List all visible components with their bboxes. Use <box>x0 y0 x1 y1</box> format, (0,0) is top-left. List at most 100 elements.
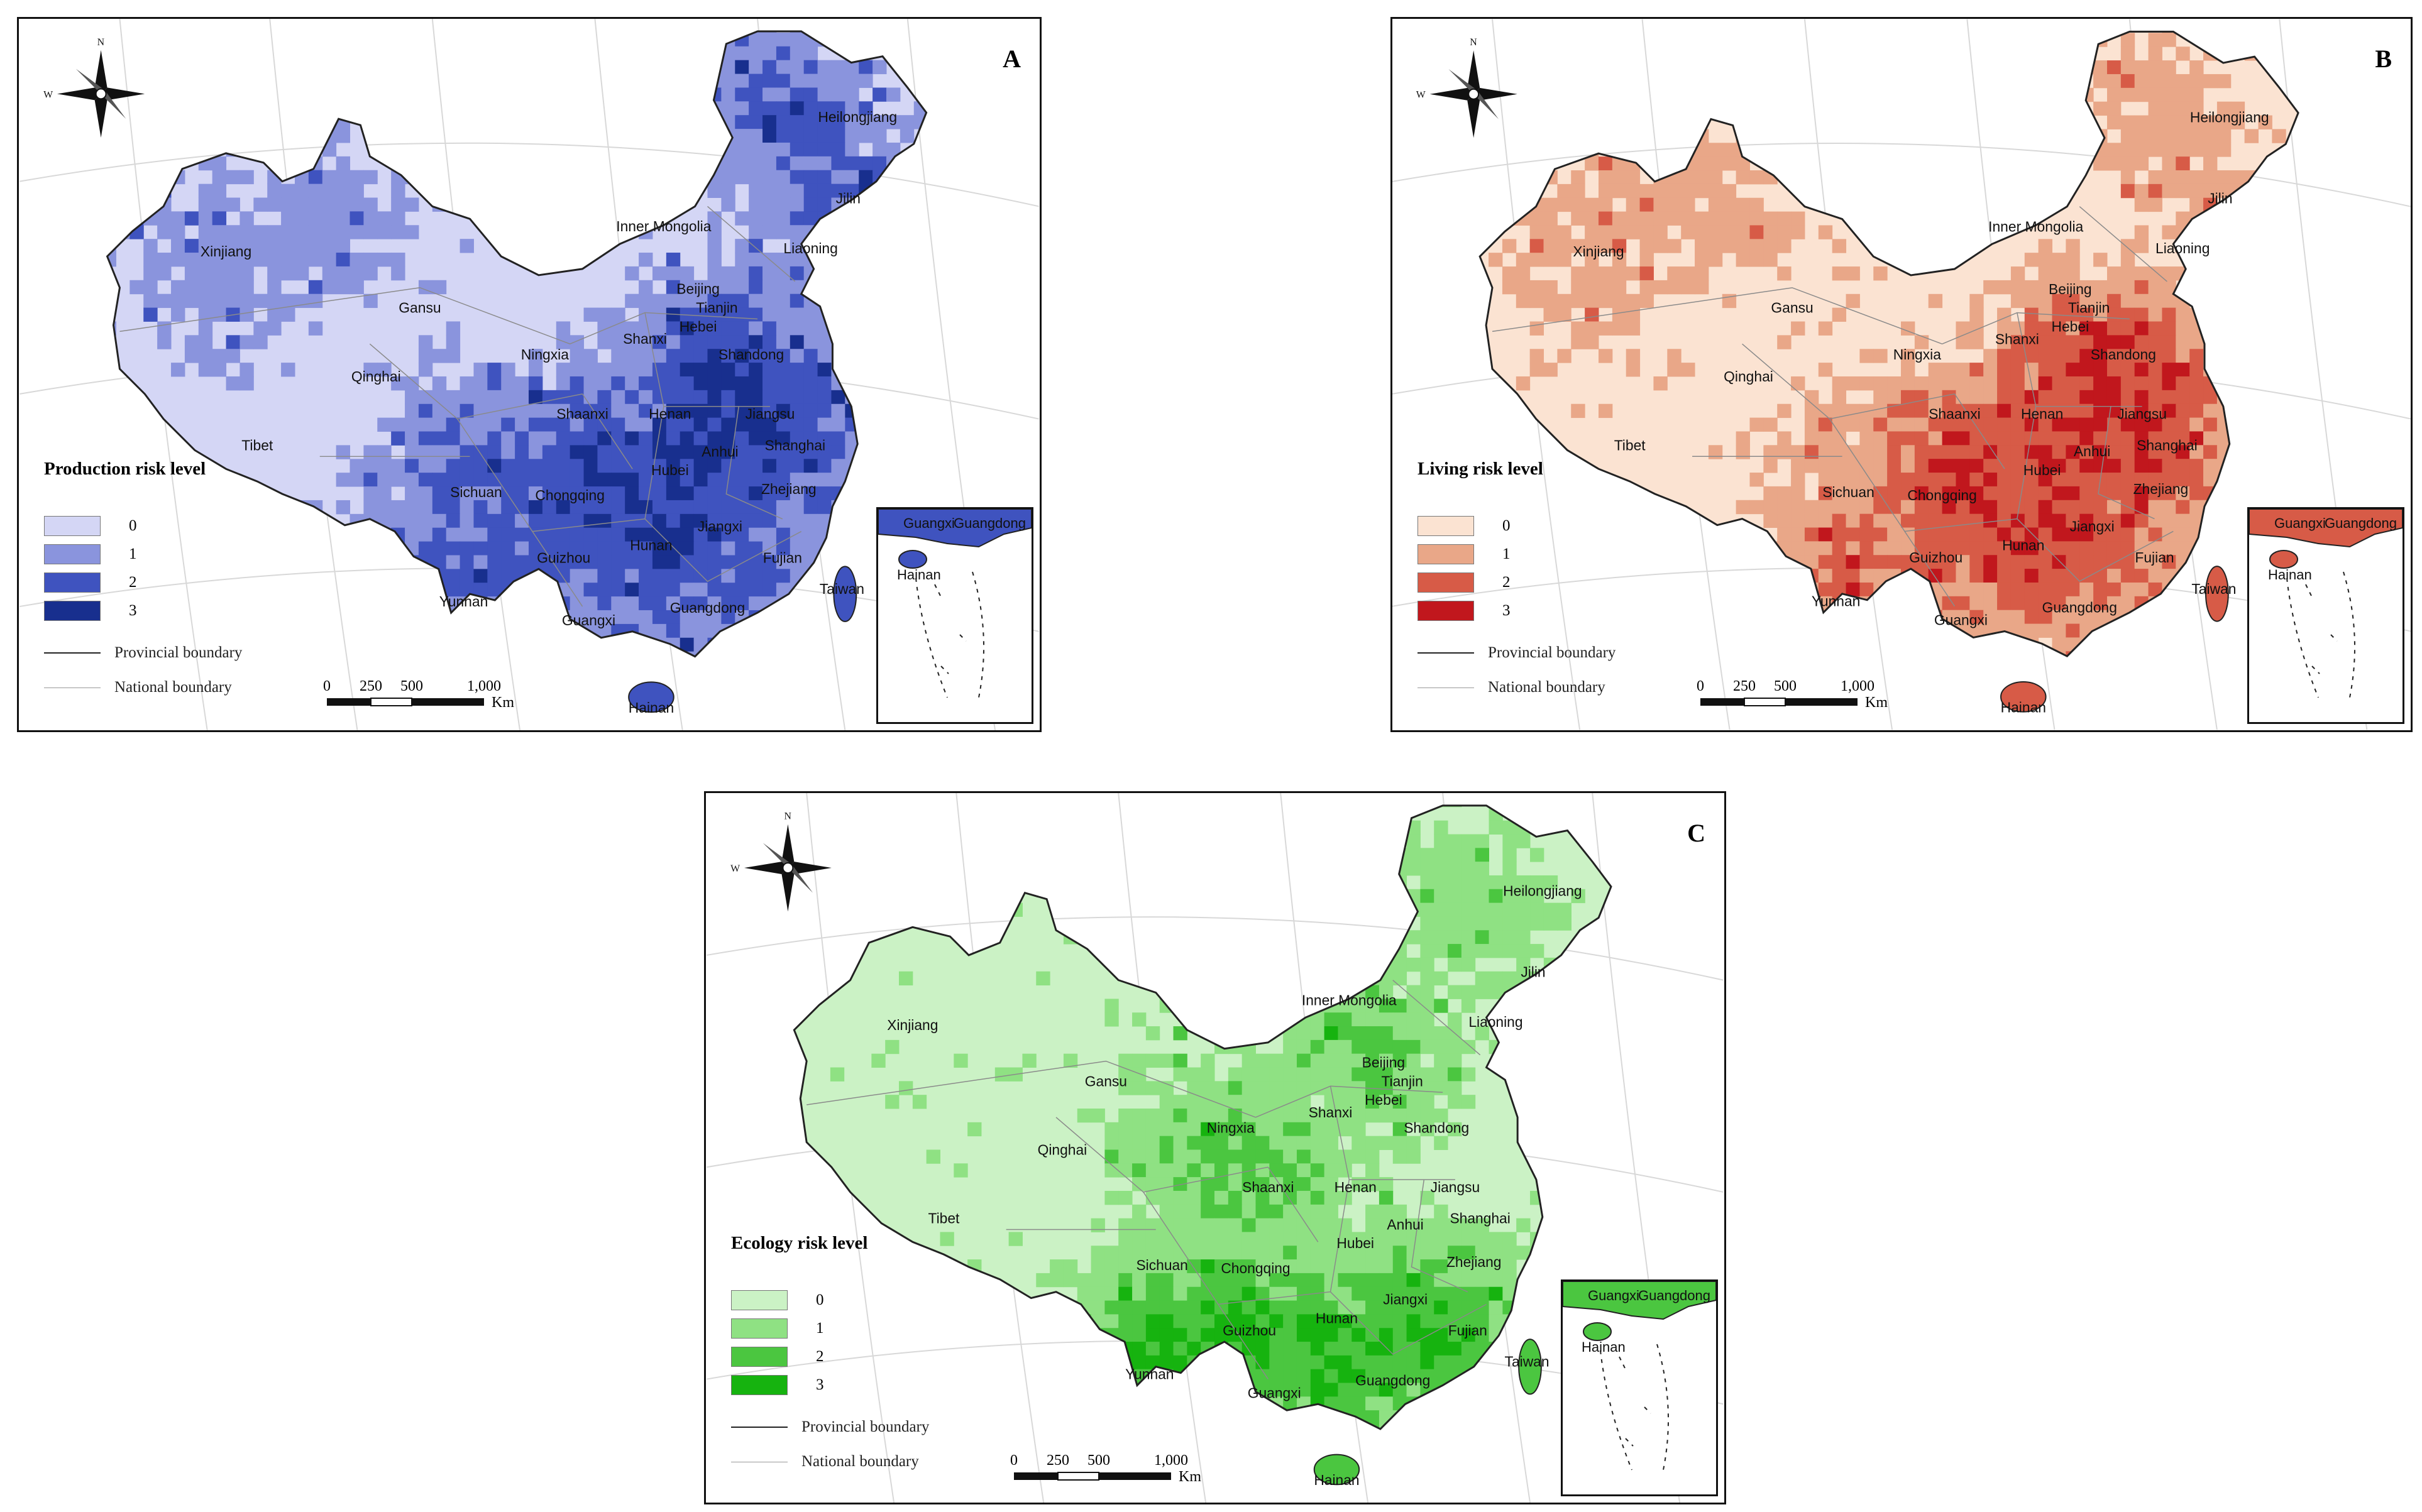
risk-cell <box>1804 623 1819 638</box>
risk-cell <box>1489 1438 1503 1452</box>
risk-cell <box>2066 390 2080 405</box>
risk-cell <box>336 239 351 253</box>
risk-cell <box>1228 1108 1243 1123</box>
risk-cell <box>1420 1259 1434 1274</box>
risk-cell <box>1283 1383 1297 1397</box>
risk-cell <box>2162 101 2176 116</box>
risk-cell <box>1159 1355 1174 1370</box>
risk-cell <box>680 666 694 679</box>
provincial-boundary <box>1392 980 1481 1056</box>
province-label: Shaanxi <box>1242 1179 1294 1195</box>
risk-cell <box>350 527 364 542</box>
risk-cell <box>1448 1246 1462 1260</box>
risk-cell <box>1296 1163 1311 1178</box>
risk-cell <box>1832 417 1847 432</box>
risk-cell <box>1365 1163 1380 1178</box>
risk-cell <box>597 307 612 322</box>
risk-cell <box>2230 115 2245 129</box>
risk-cell <box>377 473 392 487</box>
risk-cell <box>1269 1232 1284 1246</box>
risk-cell <box>1502 875 1517 890</box>
risk-cell <box>1379 1039 1394 1055</box>
risk-cell <box>2148 60 2162 75</box>
risk-cell <box>2203 417 2218 432</box>
legend-item-level-0: 0 <box>44 515 137 537</box>
risk-cell <box>1159 1136 1174 1150</box>
risk-cell <box>2134 321 2149 336</box>
risk-cell <box>2176 211 2190 226</box>
risk-cell <box>2010 445 2025 459</box>
risk-cell <box>611 363 625 377</box>
risk-cell <box>1118 1136 1133 1150</box>
risk-cell <box>1214 1136 1229 1150</box>
risk-cell <box>446 445 461 459</box>
risk-cell <box>2203 280 2218 295</box>
province-label: Tianjin <box>2068 300 2110 316</box>
risk-cell <box>1901 403 1915 419</box>
risk-cell <box>1543 902 1558 917</box>
risk-cell <box>1269 1246 1284 1260</box>
risk-cell <box>2106 500 2122 515</box>
risk-cell <box>1201 1383 1215 1397</box>
inset-label: Guangdong <box>954 515 1026 531</box>
risk-cell <box>2093 665 2107 679</box>
risk-cell <box>666 349 681 363</box>
risk-cell <box>693 527 708 542</box>
risk-cell <box>693 349 708 363</box>
risk-cell <box>1529 363 1544 377</box>
risk-cell <box>735 170 749 185</box>
risk-cell <box>1901 211 1915 226</box>
risk-cell <box>803 129 818 143</box>
risk-cell <box>583 651 598 657</box>
risk-cell <box>253 321 268 336</box>
compass-rose-icon: NW <box>43 37 145 138</box>
risk-cell <box>1132 1218 1147 1232</box>
risk-cell <box>460 239 474 253</box>
risk-cell <box>1434 820 1448 835</box>
risk-cell <box>2148 335 2162 349</box>
risk-cell <box>1791 143 1805 157</box>
risk-cell <box>2010 459 2025 473</box>
compass-n-label: N <box>1470 37 1477 48</box>
risk-cell <box>1283 1218 1297 1232</box>
risk-cell <box>1228 1177 1243 1192</box>
risk-cell <box>529 583 543 597</box>
risk-cell <box>1475 1259 1490 1274</box>
risk-cell <box>1557 184 1572 199</box>
risk-cell <box>900 239 915 253</box>
province-label: Jilin <box>1521 964 1545 980</box>
risk-cell <box>1708 253 1723 267</box>
risk-cell <box>1626 349 1641 363</box>
risk-cell <box>542 417 557 432</box>
risk-cell <box>2189 60 2204 75</box>
inset-label: Guangxi <box>2274 515 2326 531</box>
risk-cell <box>831 170 845 185</box>
risk-cell <box>1420 1452 1434 1465</box>
risk-cell <box>1901 417 1915 432</box>
risk-cell <box>721 555 735 569</box>
risk-cell <box>1118 875 1133 890</box>
risk-cell <box>1297 1438 1311 1452</box>
risk-cell <box>2106 266 2122 281</box>
risk-cell <box>1956 541 1970 556</box>
risk-cell <box>2176 47 2190 61</box>
risk-cell <box>116 225 130 239</box>
risk-cell <box>2079 569 2094 583</box>
risk-cell <box>1132 1177 1147 1192</box>
risk-cell <box>762 349 777 363</box>
risk-cell <box>1324 1177 1338 1192</box>
risk-cell <box>1942 417 1956 432</box>
risk-cell <box>501 390 515 405</box>
risk-cell <box>845 156 859 171</box>
risk-cell <box>1351 1314 1366 1328</box>
risk-cell <box>1420 1108 1434 1123</box>
risk-cell <box>762 266 777 281</box>
risk-cell <box>625 170 639 185</box>
risk-cell <box>2024 486 2039 501</box>
risk-cell <box>680 473 695 487</box>
risk-cell <box>749 473 763 487</box>
risk-cell <box>1310 971 1325 986</box>
risk-cell <box>1241 1410 1256 1425</box>
risk-cell <box>1420 971 1434 986</box>
risk-cell <box>1365 1026 1380 1041</box>
